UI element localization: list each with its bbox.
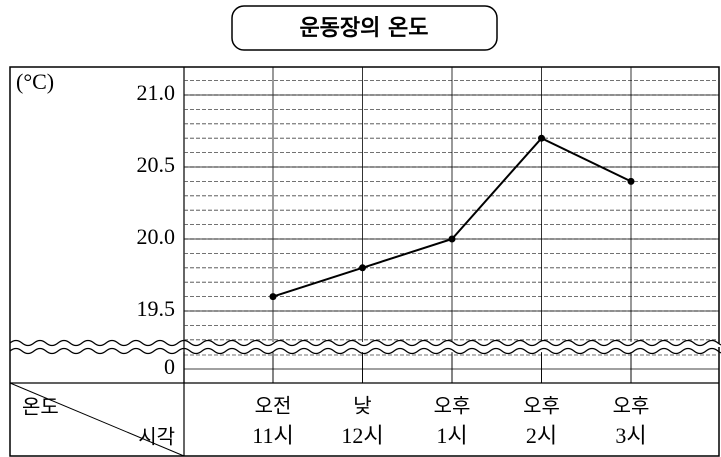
x-tick-label: 오후 (523, 394, 560, 418)
axis-break-bg (11, 342, 718, 352)
frame (9, 66, 720, 457)
column-label: 시각 (138, 425, 175, 449)
title-box (231, 5, 498, 51)
x-tick-label: 11시 (252, 423, 293, 448)
y-axis-label: (°C) (16, 69, 54, 94)
axis-break (9, 347, 721, 355)
data-point (269, 293, 277, 301)
y-tick-label: 20.5 (137, 152, 176, 177)
x-tick-label: 낮 (353, 394, 371, 418)
data-point (627, 177, 635, 185)
data-point (538, 134, 545, 142)
x-tick-label: 오전 (255, 394, 292, 418)
x-tick-label: 2시 (526, 423, 557, 448)
chart-title: 운동장의 온도 (299, 16, 428, 41)
x-tick-label: 1시 (436, 423, 467, 448)
y-tick-label: 21.0 (137, 80, 176, 105)
x-tick-label: 오후 (434, 394, 471, 418)
x-tick-label: 오후 (613, 394, 650, 418)
y-tick-label: 19.5 (137, 296, 176, 321)
header-diagonal (9, 382, 185, 457)
y-tick-label: 0 (164, 354, 175, 379)
axis-break (9, 339, 721, 347)
x-tick-label: 12시 (341, 423, 383, 448)
data-point (448, 235, 456, 243)
row-label: 온도 (22, 395, 59, 419)
x-tick-label: 3시 (615, 423, 646, 448)
y-tick-label: 20.0 (137, 224, 176, 249)
data-point (359, 264, 366, 272)
